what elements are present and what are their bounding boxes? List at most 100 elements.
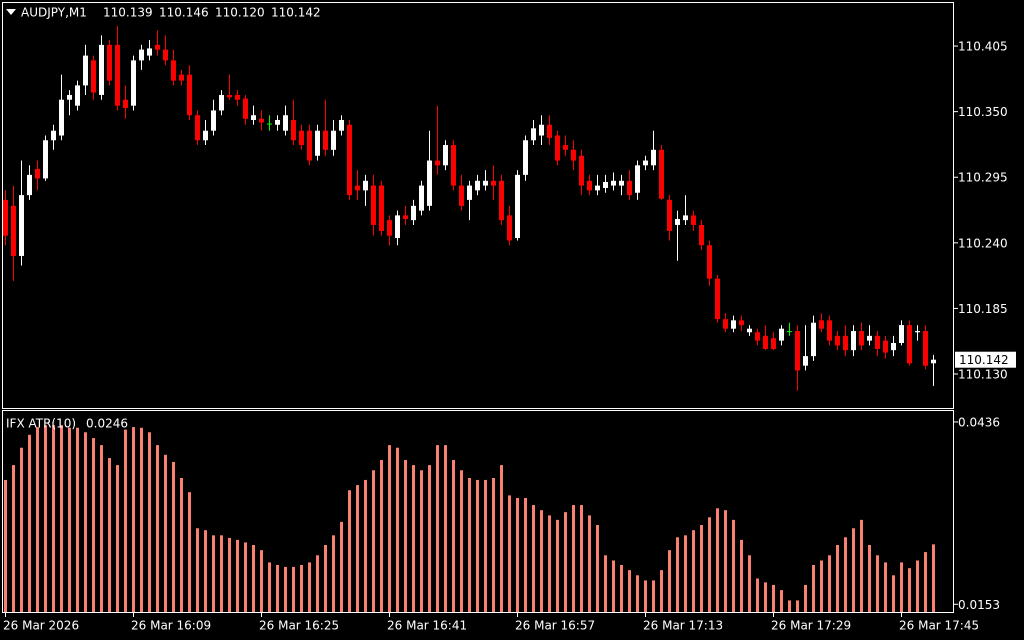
header-open: 110.139 xyxy=(103,6,153,20)
x-tick-label: 26 Mar 17:45 xyxy=(899,619,979,633)
atr-bar xyxy=(788,600,791,612)
candle-body xyxy=(643,160,648,166)
atr-bar xyxy=(492,478,495,612)
candle-body xyxy=(11,205,16,256)
candle-body xyxy=(819,320,824,329)
atr-bar xyxy=(692,530,695,612)
candle-body xyxy=(723,319,728,329)
candle-body xyxy=(387,220,392,236)
candle-body xyxy=(891,343,896,351)
atr-bar xyxy=(204,530,207,612)
candle-body xyxy=(795,331,800,371)
candle-body xyxy=(139,49,144,61)
atr-bar xyxy=(580,505,583,612)
atr-bar xyxy=(748,555,751,612)
candle-body xyxy=(747,328,752,333)
atr-bar xyxy=(516,497,519,612)
atr-bar xyxy=(604,555,607,612)
atr-bar xyxy=(524,497,527,612)
atr-bar xyxy=(244,542,247,612)
atr-bar xyxy=(12,465,15,612)
candle-body xyxy=(619,180,624,186)
candle-body xyxy=(483,180,488,186)
candle-body xyxy=(3,199,8,236)
atr-bar xyxy=(156,445,159,612)
atr-bar xyxy=(900,562,903,612)
atr-bar xyxy=(148,432,151,612)
candle-body xyxy=(275,119,280,125)
atr-bar xyxy=(292,566,295,612)
atr-bar xyxy=(180,478,183,612)
candle-body xyxy=(763,335,768,349)
candle-body xyxy=(435,160,440,166)
candle-body xyxy=(771,338,776,349)
menu-triangle[interactable] xyxy=(6,9,16,15)
candle-body xyxy=(227,94,232,98)
atr-bar xyxy=(644,580,647,612)
candle-body xyxy=(243,98,248,119)
atr-bar xyxy=(564,512,567,612)
indicator-value: 0.0246 xyxy=(86,417,128,431)
atr-bar xyxy=(268,562,271,612)
atr-bar xyxy=(740,539,743,612)
candle-body xyxy=(835,335,840,346)
indicator-pane xyxy=(4,425,935,612)
x-tick-label: 26 Mar 16:57 xyxy=(515,619,595,633)
atr-bar xyxy=(108,458,111,612)
candle-body xyxy=(587,180,592,191)
y-tick-label: 110.405 xyxy=(958,40,1008,54)
atr-bar xyxy=(396,447,399,612)
candle-body xyxy=(691,215,696,225)
atr-bar xyxy=(284,566,287,612)
atr-bar xyxy=(228,537,231,612)
atr-bar xyxy=(348,490,351,612)
candle-body xyxy=(59,99,64,136)
atr-bar xyxy=(412,465,415,612)
atr-bar xyxy=(508,495,511,612)
candle-body xyxy=(155,44,160,50)
atr-bar xyxy=(708,517,711,612)
candle-body xyxy=(715,278,720,320)
atr-bar xyxy=(444,445,447,612)
candle-body xyxy=(75,85,80,106)
atr-bar xyxy=(852,528,855,612)
atr-bar xyxy=(36,427,39,612)
atr-bar xyxy=(220,535,223,612)
atr-bar xyxy=(332,535,335,612)
atr-bar xyxy=(76,427,79,612)
atr-bar xyxy=(124,429,127,612)
candle-body xyxy=(187,74,192,116)
candle-body xyxy=(627,180,632,196)
candle-body xyxy=(843,335,848,351)
candle-body xyxy=(211,110,216,131)
atr-bar xyxy=(28,434,31,612)
candle-body xyxy=(411,205,416,221)
candle-body xyxy=(195,115,200,141)
candle-body xyxy=(563,145,568,150)
y-tick-label: 0.0153 xyxy=(958,598,1000,612)
candle-body xyxy=(467,185,472,200)
candle-body xyxy=(419,185,424,211)
candle-body xyxy=(779,328,784,341)
atr-bar xyxy=(668,550,671,612)
x-tick-label: 26 Mar 16:25 xyxy=(259,619,339,633)
atr-bar xyxy=(132,427,135,612)
candle-body xyxy=(915,331,920,333)
candle-body xyxy=(875,335,880,349)
price-tag-box xyxy=(955,351,1016,368)
candle-body xyxy=(267,123,272,125)
candle-body xyxy=(299,130,304,146)
atr-bar xyxy=(60,425,63,612)
candle-body xyxy=(283,115,288,131)
atr-bar xyxy=(92,438,95,612)
candle-body xyxy=(507,215,512,241)
candle-body xyxy=(83,55,88,86)
y-tick-label: 110.130 xyxy=(958,368,1008,382)
atr-bar xyxy=(620,564,623,612)
atr-bar xyxy=(756,578,759,612)
atr-bar xyxy=(252,545,255,612)
atr-bar xyxy=(596,525,599,612)
candle-body xyxy=(363,180,368,191)
candle-body xyxy=(379,185,384,231)
atr-bar xyxy=(324,545,327,612)
